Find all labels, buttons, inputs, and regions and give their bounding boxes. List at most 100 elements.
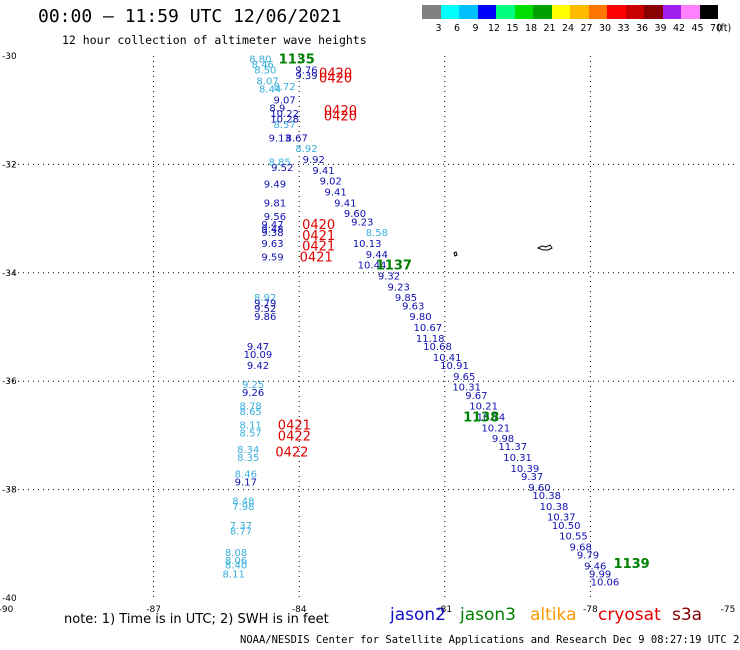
x-tick-label: -75 xyxy=(721,605,736,615)
pass-time-label: 0420 xyxy=(324,110,357,125)
pass-time-label: 1137 xyxy=(376,259,412,274)
swh-value: 9.41 xyxy=(324,188,346,199)
swh-value: 10.21 xyxy=(481,423,510,434)
pass-time-label: 0420 xyxy=(324,104,357,119)
swh-value: 9.47 xyxy=(247,342,269,353)
x-tick-label: -81 xyxy=(437,605,452,615)
scale-label: 3 xyxy=(435,23,442,34)
swh-value: 9.85 xyxy=(395,293,417,304)
scale-label: 24 xyxy=(561,23,575,34)
swh-value: 9.92 xyxy=(303,155,325,166)
island-shape xyxy=(453,251,458,257)
swh-value: 9.63 xyxy=(261,239,283,250)
swh-value: 9.52 xyxy=(254,304,276,315)
swh-value: 8.35 xyxy=(237,453,259,464)
swh-value: 9.99 xyxy=(589,570,611,581)
swh-value: 9.44 xyxy=(366,250,388,261)
swh-value: 9.41 xyxy=(334,198,356,209)
swh-value: 10.09 xyxy=(244,350,273,361)
swh-value: 8.78 xyxy=(240,402,262,413)
island-shape xyxy=(536,244,553,251)
pass-time-label: 0421 xyxy=(302,240,335,255)
swh-value: 8.06 xyxy=(225,556,247,567)
swh-value: 10.50 xyxy=(552,521,581,532)
x-tick-label: -84 xyxy=(292,605,307,615)
swh-value: 9.37 xyxy=(521,472,543,483)
swh-value: 10.91 xyxy=(440,361,469,372)
scale-swatch xyxy=(422,5,441,19)
scale-swatch xyxy=(496,5,515,19)
swh-value: 8.9 xyxy=(269,103,285,114)
pass-time-label: 0420 xyxy=(319,66,352,81)
swh-value: 10.06 xyxy=(591,578,620,589)
scale-swatch xyxy=(514,5,533,19)
swh-value: 8.80 xyxy=(249,55,271,66)
swh-value: 10.39 xyxy=(511,464,540,475)
swh-value: 9.02 xyxy=(320,177,342,188)
scale-label: 12 xyxy=(487,23,501,34)
scale-label: 39 xyxy=(654,23,667,34)
swh-value: 8.40 xyxy=(225,560,247,571)
swh-value: 9.65 xyxy=(453,372,475,383)
swh-value: 8.85 xyxy=(269,158,291,169)
scale-label: 45 xyxy=(691,23,704,34)
swh-values: 8.808.468.508.078.448.728.579.769.399.07… xyxy=(223,55,620,589)
swh-value: 9.47 xyxy=(261,220,283,231)
page-title: 00:00 – 11:59 UTC 12/06/2021 xyxy=(38,6,342,27)
pass-time-label: 0421 xyxy=(302,229,335,244)
scale-label: 6 xyxy=(453,23,461,34)
scale-swatch xyxy=(625,5,644,19)
swh-value: 10.41 xyxy=(433,353,462,364)
swh-value: 9.48 xyxy=(261,224,283,235)
y-tick-label: -38 xyxy=(2,486,17,496)
swh-value: 10.68 xyxy=(423,342,452,353)
swh-value: 8.50 xyxy=(254,66,276,77)
swh-value: 9.67 xyxy=(465,391,487,402)
scale-label: 36 xyxy=(635,23,649,34)
scale-swatch xyxy=(644,5,663,19)
scale-swatch xyxy=(477,5,496,19)
swh-value: 8.92 xyxy=(254,293,276,304)
scale-label: 27 xyxy=(580,23,593,34)
scale-swatch xyxy=(588,5,607,19)
swh-value: 9.86 xyxy=(254,312,276,323)
swh-value: 9.41 xyxy=(312,166,334,177)
swh-value: 9.80 xyxy=(409,312,431,323)
swh-value: 9.76 xyxy=(295,66,317,77)
swh-value: 10.21 xyxy=(469,402,498,413)
swh-value: 10.38 xyxy=(532,491,561,502)
pass-time-label: 0422 xyxy=(278,429,311,444)
credit-text: NOAA/NESDIS Center for Satellite Applica… xyxy=(240,634,740,646)
swh-value: 9.39 xyxy=(295,71,317,82)
pass-time-label: 0420 xyxy=(319,72,352,87)
swh-value: 9.23 xyxy=(351,217,373,228)
page-subtitle: 12 hour collection of altimeter wave hei… xyxy=(62,33,367,47)
y-tick-label: -30 xyxy=(2,52,17,62)
scale-label: 30 xyxy=(598,23,612,34)
swh-value: 9.07 xyxy=(274,95,296,106)
scale-swatch xyxy=(533,5,552,19)
scale-swatch xyxy=(681,5,700,19)
swh-value: 9.13 xyxy=(269,133,291,144)
x-tick-label: -78 xyxy=(583,605,598,615)
satellite-label-jason3: jason3 xyxy=(460,605,516,625)
swh-value: 9.56 xyxy=(264,212,286,223)
scale-swatch xyxy=(551,5,570,19)
pass-time-label: 0421 xyxy=(300,251,333,266)
scale-label: 33 xyxy=(617,23,630,34)
swh-value: 8.77 xyxy=(230,526,252,537)
swh-value: 9.79 xyxy=(577,551,599,562)
swh-value: 9.63 xyxy=(402,301,424,312)
swh-value: 8.46 xyxy=(235,469,257,480)
swh-value: 7.98 xyxy=(232,502,254,513)
swh-value: 8.11 xyxy=(240,421,262,432)
swh-value: 8.34 xyxy=(237,445,259,456)
swh-value: 9.32 xyxy=(378,272,400,283)
swh-value: 9.60 xyxy=(528,483,550,494)
swh-value: 10.31 xyxy=(452,383,481,394)
swh-value: 9.59 xyxy=(261,253,283,264)
swh-value: 8.72 xyxy=(274,82,296,93)
pass-time-label: 0421 xyxy=(278,419,311,434)
axis-ticks: -90 -87 -84 -81 -78 -75 -30 -32 -34 -36 -38 -40 xyxy=(0,52,735,615)
